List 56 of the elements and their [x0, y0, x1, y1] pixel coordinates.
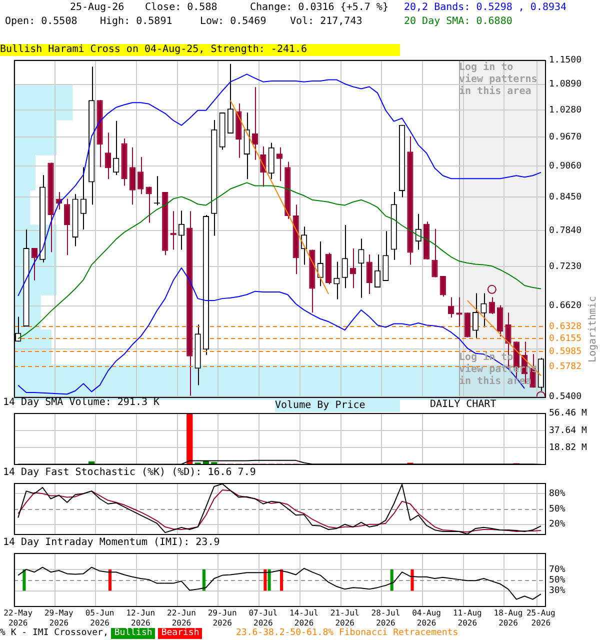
- ref-line-label: 0.6155: [549, 334, 582, 344]
- y-tick-label: 0.5400: [549, 392, 582, 402]
- x-tick-label: 22-Jun 2026: [167, 608, 196, 628]
- x-tick-label: 18-Aug 2026: [494, 608, 523, 628]
- annotation: DAILY CHART: [430, 399, 496, 411]
- x-tick-label: 14-Jul 2026: [290, 608, 319, 628]
- y-tick-label: 56.46 M: [549, 408, 588, 419]
- text: Low: 0.5469: [200, 16, 266, 28]
- legend-title: % K - IMI Crossover,: [0, 628, 108, 639]
- x-tick-label: 12-Jun 2026: [126, 608, 156, 628]
- y-tick-label: 50%: [549, 504, 566, 514]
- y-tick-label: 30%: [549, 586, 566, 596]
- y-tick-label: 0.9060: [549, 162, 582, 172]
- x-tick-label: 29-Jun 2026: [208, 608, 237, 628]
- y-tick-label: 0.9670: [549, 132, 582, 143]
- text: Close: 0.588: [145, 2, 218, 14]
- y-tick-label: 37.64 M: [549, 426, 588, 436]
- x-tick-label: 04-Aug 2026: [412, 608, 442, 628]
- y-tick-label: 18.82 M: [549, 442, 588, 453]
- y-tick-label: 0.7840: [549, 226, 582, 236]
- x-tick-label: 22-May 2026: [4, 608, 33, 628]
- chart-title: 14 Day Fast Stochastic (%K) (%D): 16.6 7.9: [3, 467, 256, 479]
- text: 25-Aug-26: [70, 2, 124, 14]
- x-tick-label: 05-Jun 2026: [85, 608, 114, 628]
- y-tick-label: 80%: [549, 488, 566, 499]
- ref-line-label: 0.5782: [549, 362, 582, 372]
- text: Vol: 217,743: [290, 16, 362, 28]
- text: Open: 0.5508: [5, 16, 78, 28]
- x-tick-label: 25-Aug 2026: [526, 608, 556, 628]
- text: 20,2 Bands: 0.5298 , 0.8934: [404, 2, 567, 14]
- y-tick-label: 0.8450: [549, 192, 582, 203]
- y-tick-label: 70%: [549, 564, 566, 575]
- text: High: 0.5891: [100, 16, 172, 28]
- y-tick-label: 0.7230: [549, 262, 582, 272]
- y-tick-label: 1.0890: [549, 80, 582, 90]
- y-tick-label: 20%: [549, 520, 566, 530]
- x-tick-label: 28-Jul 2026: [371, 608, 400, 628]
- y-tick-label: 0.6620: [549, 301, 582, 312]
- y-tick-label: 1.0280: [549, 105, 582, 116]
- chart-title: 14 Day Intraday Momentum (IMI): 23.9: [3, 537, 220, 549]
- y-tick-label: 1.1500: [549, 55, 582, 66]
- text: 23.6-38.2-50-61.8% Fibonacci Retracements: [236, 628, 458, 639]
- text: Change: 0.0316 {+5.7 %}: [250, 2, 388, 14]
- ref-line-label: 0.6328: [549, 322, 582, 332]
- text: Bearish: [158, 628, 202, 639]
- x-tick-label: 07-Jul 2026: [248, 608, 278, 628]
- text: Volume By Price: [275, 400, 400, 412]
- x-tick-label: 21-Jul 2026: [330, 608, 360, 628]
- y-axis-title: Logarithmic: [588, 296, 599, 362]
- text: 20 Day SMA: 0.6880: [404, 16, 512, 28]
- x-tick-label: 11-Aug 2026: [452, 608, 482, 628]
- y-tick-label: 50%: [549, 575, 566, 586]
- text: Bullish: [111, 628, 156, 639]
- x-tick-label: 29-May 2026: [44, 608, 74, 628]
- text: Bullish Harami Cross on 04-Aug-25, Strength: -241.6: [0, 44, 400, 56]
- ref-line-label: 0.5985: [549, 346, 582, 357]
